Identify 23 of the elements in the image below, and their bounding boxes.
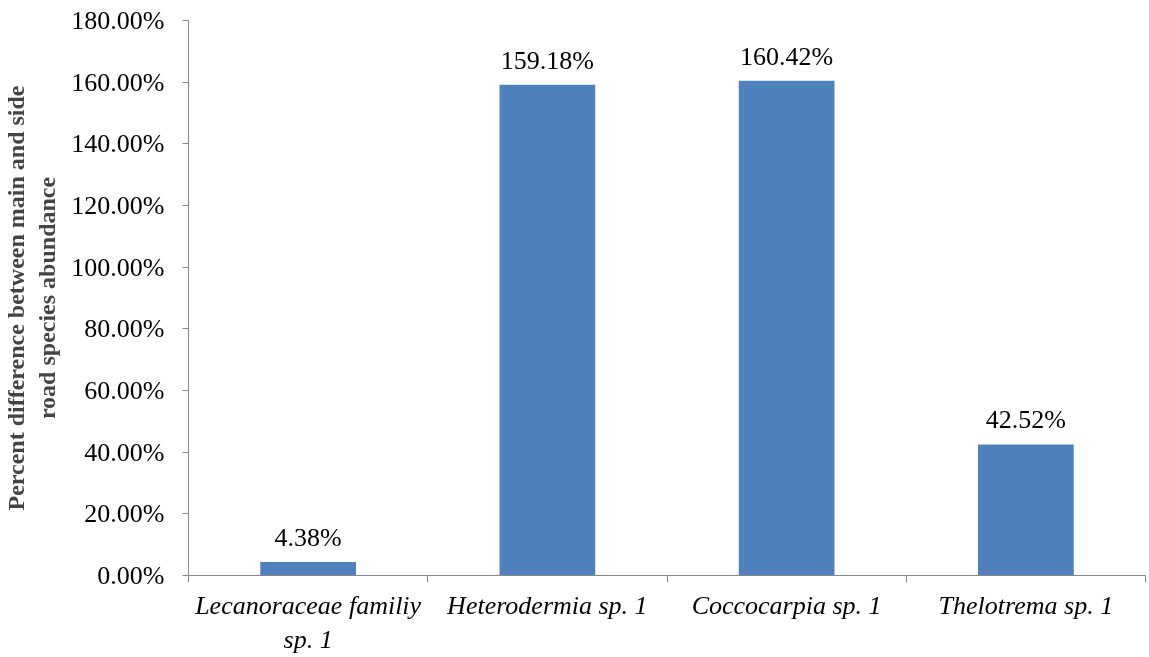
y-tick-label: 180.00% <box>71 6 165 35</box>
bar <box>260 561 356 576</box>
data-label: 159.18% <box>500 45 594 75</box>
x-tick-label: Coccocarpia sp. 1 <box>691 590 882 620</box>
y-tick-label: 0.00% <box>97 561 165 590</box>
y-tick-label: 80.00% <box>84 314 165 344</box>
x-tick-label: Lecanoraceae familiy sp. 1 <box>194 590 422 655</box>
bar <box>499 84 596 576</box>
y-tick-label: 60.00% <box>84 376 165 405</box>
y-axis-title: Percent difference between main and side road species abundance <box>3 85 61 511</box>
y-tick-label: 160.00% <box>71 67 165 97</box>
x-tick-label: Thelotrema sp. 1 <box>938 590 1114 620</box>
bar <box>978 444 1074 576</box>
y-tick-label: 40.00% <box>84 437 165 467</box>
y-tick-label: 140.00% <box>71 129 165 159</box>
data-label: 4.38% <box>274 522 342 552</box>
bar <box>738 80 835 576</box>
x-tick-label: Heterodermia sp. 1 <box>446 590 648 620</box>
y-tick-label: 100.00% <box>71 252 165 282</box>
y-tick-label: 120.00% <box>71 191 165 220</box>
y-tick-label: 20.00% <box>84 499 165 529</box>
data-label: 42.52% <box>985 405 1066 435</box>
data-label: 160.42% <box>740 41 834 71</box>
